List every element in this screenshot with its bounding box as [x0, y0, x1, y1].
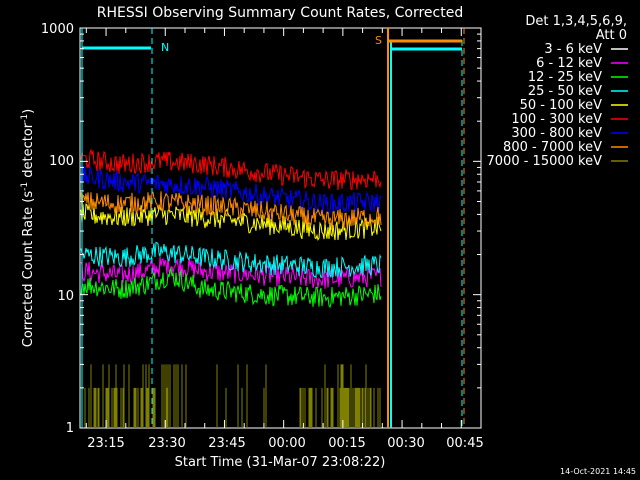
- y-tick-label: 100: [49, 154, 74, 169]
- legend-label: 12 - 25 keV: [528, 70, 602, 85]
- legend-label: 7000 - 15000 keV: [487, 154, 603, 169]
- x-tick-label: 00:00: [268, 436, 305, 451]
- legend-label: 25 - 50 keV: [528, 84, 602, 99]
- y-tick-label: 1000: [41, 22, 74, 37]
- series-line-7: [80, 191, 382, 231]
- plot-frame: [79, 27, 482, 429]
- x-tick-label: 23:30: [148, 436, 185, 451]
- series-line-5: [80, 148, 382, 191]
- legend-header: Det 1,3,4,5,6,9,: [525, 14, 627, 29]
- series-line-6: [80, 165, 382, 216]
- y-axis-label: Corrected Count Rate (s-1 detector-1): [20, 109, 36, 347]
- series-line-3: [80, 241, 382, 278]
- legend-label: 800 - 7000 keV: [503, 140, 602, 155]
- legend-label: 50 - 100 keV: [520, 98, 603, 113]
- y-tick-label: 10: [57, 289, 74, 304]
- y-tick-label: 1: [66, 421, 74, 436]
- x-tick-label: 00:45: [446, 436, 483, 451]
- x-tick-label: 23:15: [87, 436, 124, 451]
- x-axis-label: Start Time (31-Mar-07 23:08:22): [175, 455, 386, 470]
- saa-label: S: [375, 34, 382, 47]
- legend-label: 100 - 300 keV: [511, 112, 602, 127]
- x-tick-label: 23:45: [208, 436, 245, 451]
- x-tick-label: 00:30: [387, 436, 424, 451]
- series-line-2: [80, 266, 382, 309]
- legend-label: 300 - 800 keV: [511, 126, 602, 141]
- plot-traces: [80, 28, 465, 428]
- legend-header: Att 0: [596, 28, 627, 43]
- legend-label: 3 - 6 keV: [544, 42, 602, 57]
- night-label: N: [161, 41, 169, 54]
- x-tick-label: 00:15: [328, 436, 365, 451]
- timestamp: 14-Oct-2021 14:45: [560, 467, 636, 476]
- chart-title: RHESSI Observing Summary Count Rates, Co…: [97, 5, 463, 21]
- legend-label: 6 - 12 keV: [536, 56, 602, 71]
